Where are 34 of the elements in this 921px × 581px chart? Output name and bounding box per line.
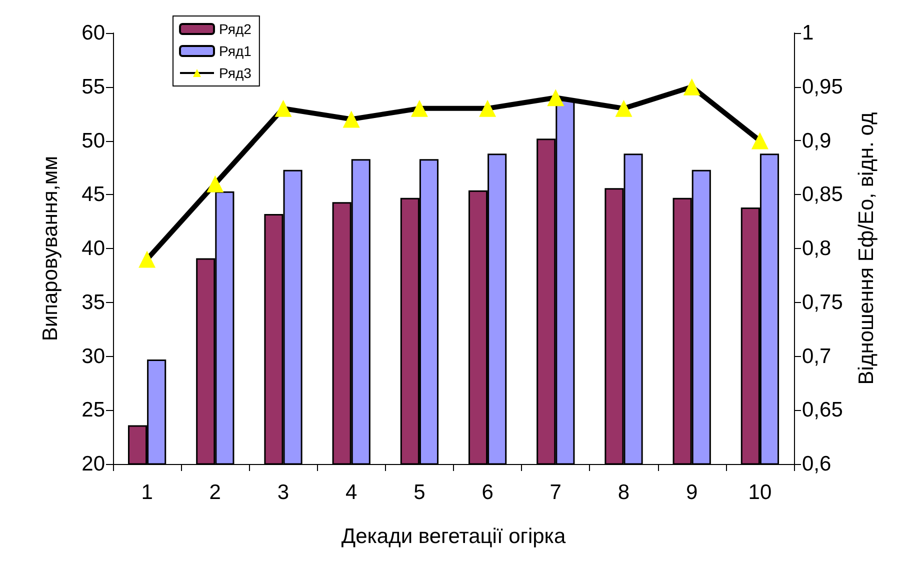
y-tick-label: 25 (82, 398, 105, 422)
y2-tick-label: 0,65 (802, 398, 843, 422)
x-axis-title: Декади вегетації огірка (341, 525, 566, 548)
y-tick-label: 55 (82, 75, 105, 98)
y-tick-label: 60 (82, 22, 105, 44)
x-tick-label: 9 (686, 481, 698, 504)
y-tick-label: 35 (82, 290, 105, 314)
x-tick-label: 4 (346, 481, 358, 504)
x-tick-label: 1 (141, 481, 153, 504)
y2-tick-label: 0,9 (802, 129, 832, 152)
y2-tick-label: 0,6 (802, 452, 832, 476)
y-tick-label: 45 (82, 183, 105, 206)
y-tick-label: 30 (82, 344, 105, 368)
x-tick-label: 3 (277, 481, 290, 504)
x-tick-label: 6 (482, 481, 494, 504)
y-tick-label: 20 (82, 452, 105, 476)
y2-axis-title: Відношення Еф/Ео, відн. од (855, 112, 878, 385)
x-tick-label: 8 (618, 481, 630, 504)
y-axis-title: Випаровування,мм (39, 156, 62, 342)
x-tick-label: 2 (209, 481, 221, 504)
legend-label: Ряд1 (219, 43, 252, 59)
y2-tick-label: 0,7 (802, 344, 832, 368)
x-tick-label: 5 (414, 481, 426, 504)
y2-tick-label: 0,75 (802, 290, 843, 314)
x-tick-label: 7 (550, 481, 562, 504)
legend-label: Ряд2 (219, 21, 252, 37)
legend-label: Ряд3 (219, 65, 252, 81)
x-tick-label: 10 (748, 481, 772, 504)
y2-tick-label: 0,85 (802, 183, 843, 206)
y-tick-label: 50 (82, 129, 105, 152)
y-tick-label: 40 (82, 237, 105, 260)
y2-tick-label: 0,95 (802, 75, 843, 98)
y2-tick-label: 1 (802, 22, 814, 44)
y2-tick-label: 0,8 (802, 237, 832, 260)
